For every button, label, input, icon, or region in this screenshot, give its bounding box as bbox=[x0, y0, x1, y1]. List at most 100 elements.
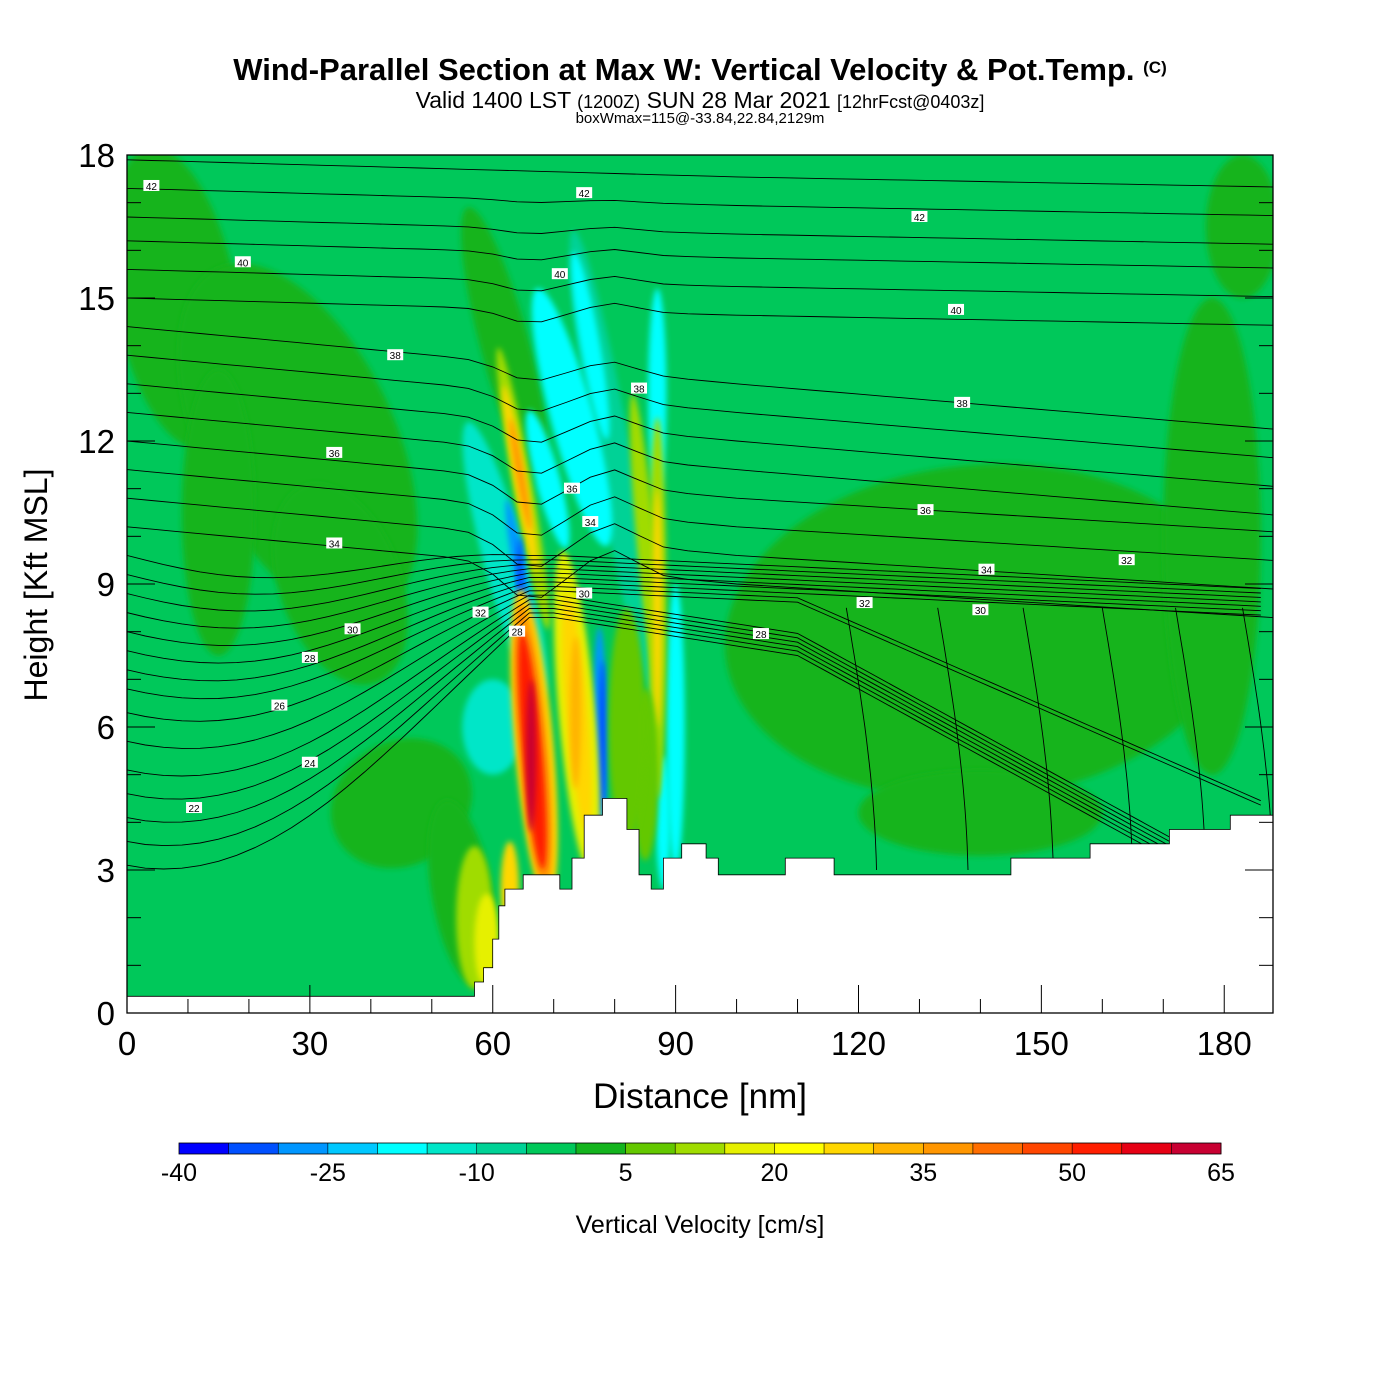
velocity-blob bbox=[608, 607, 646, 847]
contour-label: 42 bbox=[576, 187, 593, 200]
contour-label-bg bbox=[911, 210, 928, 222]
contour-label-bg bbox=[631, 382, 648, 394]
colorbar-swatch bbox=[575, 1143, 627, 1154]
contour-label: 40 bbox=[234, 256, 251, 269]
theta-contour bbox=[1175, 607, 1207, 871]
contour-label: 28 bbox=[301, 651, 318, 665]
theta-contour bbox=[127, 240, 1273, 269]
colorbar-tick-label: -40 bbox=[161, 1159, 197, 1187]
contour-label-bg bbox=[948, 303, 965, 315]
contour-label-text: 36 bbox=[566, 485, 578, 496]
x-tick-label: 30 bbox=[292, 1025, 329, 1062]
contour-label: 36 bbox=[563, 482, 580, 496]
theta-contour bbox=[1022, 607, 1054, 871]
colorbar-swatch bbox=[1121, 1143, 1172, 1154]
colorbar-tick-label: 50 bbox=[1058, 1159, 1086, 1187]
contour-label-text: 32 bbox=[475, 609, 487, 620]
box-info: boxWmax=115@-33.84,22.84,2129m bbox=[575, 110, 825, 127]
colorbar-tick-label: 5 bbox=[619, 1159, 633, 1187]
velocity-blob bbox=[462, 679, 524, 775]
theta-contour bbox=[937, 607, 969, 871]
contour-label-bg bbox=[551, 268, 568, 280]
y-tick-label: 15 bbox=[78, 280, 115, 317]
x-tick-label: 180 bbox=[1197, 1025, 1252, 1062]
theta-contour bbox=[127, 577, 1261, 664]
x-axis-label: Distance [nm] bbox=[593, 1077, 807, 1116]
contour-label: 30 bbox=[972, 604, 989, 617]
contour-label-bg bbox=[143, 179, 160, 191]
velocity-blob bbox=[526, 679, 537, 832]
contour-label: 22 bbox=[186, 802, 203, 815]
x-tick-label: 60 bbox=[474, 1025, 511, 1062]
velocity-blob bbox=[571, 251, 610, 440]
contour-label-bg bbox=[301, 756, 318, 768]
contour-label: 30 bbox=[576, 587, 593, 601]
contour-label-bg bbox=[576, 187, 593, 199]
theta-contour bbox=[127, 297, 1273, 326]
valid-date: SUN 28 Mar 2021 bbox=[646, 87, 831, 113]
contour-label-text: 28 bbox=[304, 654, 316, 665]
theta-contour bbox=[127, 603, 1261, 861]
theta-contour bbox=[1101, 607, 1133, 871]
y-tick-label: 3 bbox=[97, 852, 115, 889]
colorbar-swatch bbox=[377, 1143, 428, 1154]
contour-label-text: 38 bbox=[957, 399, 969, 410]
contour-label-bg bbox=[344, 623, 361, 635]
contour-label-bg bbox=[387, 349, 404, 361]
contour-label-bg bbox=[917, 504, 934, 516]
contour-label-text: 42 bbox=[579, 189, 591, 200]
colorbar-swatch bbox=[774, 1143, 825, 1154]
theta-contour bbox=[127, 440, 1273, 533]
theta-contour bbox=[127, 383, 1273, 487]
colorbar-swatch bbox=[675, 1143, 726, 1154]
contour-label-text: 32 bbox=[859, 599, 871, 610]
contour-label-text: 34 bbox=[329, 539, 341, 550]
colorbar-swatch bbox=[625, 1143, 676, 1154]
contour-label-text: 22 bbox=[188, 804, 200, 815]
theta-contour bbox=[127, 354, 1273, 459]
colorbar: -40 -25 -10 5 20 35 50 65 bbox=[161, 1142, 1235, 1187]
contour-label: 26 bbox=[271, 699, 288, 713]
contour-label: 38 bbox=[387, 349, 404, 362]
contour-label: 36 bbox=[917, 504, 934, 517]
colorbar-swatch bbox=[923, 1143, 974, 1154]
colorbar-tick-label: 65 bbox=[1207, 1159, 1235, 1187]
theta-contour bbox=[127, 594, 1261, 861]
contour-label-text: 34 bbox=[585, 518, 597, 529]
x-tick-label: 90 bbox=[657, 1025, 694, 1062]
colorbar-tick-label: 35 bbox=[909, 1159, 937, 1187]
y-axis-label: Height [Kft MSL] bbox=[18, 469, 54, 702]
y-tick-label: 12 bbox=[78, 423, 115, 460]
contour-label-text: 42 bbox=[914, 213, 926, 224]
contour-label-bg bbox=[509, 625, 526, 637]
contour-label-text: 26 bbox=[274, 702, 286, 713]
contour-label-text: 40 bbox=[237, 258, 249, 269]
contour-label-bg bbox=[326, 537, 343, 549]
velocity-blob bbox=[1163, 298, 1261, 775]
contour-label: 32 bbox=[856, 597, 873, 610]
colorbar-swatch bbox=[972, 1143, 1024, 1154]
colorbar-swatch bbox=[179, 1143, 230, 1154]
theta-contour bbox=[127, 581, 1261, 682]
contour-label-text: 40 bbox=[950, 306, 962, 317]
contour-label-text: 36 bbox=[329, 449, 341, 460]
colorbar-frame bbox=[178, 1142, 1222, 1155]
theta-contour bbox=[127, 585, 1261, 802]
contour-label-bg bbox=[972, 604, 989, 616]
y-tick-label: 9 bbox=[97, 566, 115, 603]
contour-label: 42 bbox=[911, 210, 928, 224]
theta-contour bbox=[127, 326, 1273, 430]
contour-label-bg bbox=[978, 563, 995, 575]
contour-label: 42 bbox=[143, 179, 160, 193]
theta-contours bbox=[127, 159, 1273, 871]
contour-label: 40 bbox=[948, 303, 965, 317]
velocity-blob bbox=[653, 488, 662, 727]
contour-label-text: 28 bbox=[755, 630, 767, 641]
velocity-blob bbox=[181, 369, 256, 656]
colorbar-swatch bbox=[427, 1143, 478, 1154]
velocity-blob bbox=[531, 288, 613, 547]
forecast-info: [12hrFcst@0403z] bbox=[837, 92, 985, 112]
contour-label-bg bbox=[186, 802, 203, 814]
theta-contour bbox=[127, 554, 1261, 590]
